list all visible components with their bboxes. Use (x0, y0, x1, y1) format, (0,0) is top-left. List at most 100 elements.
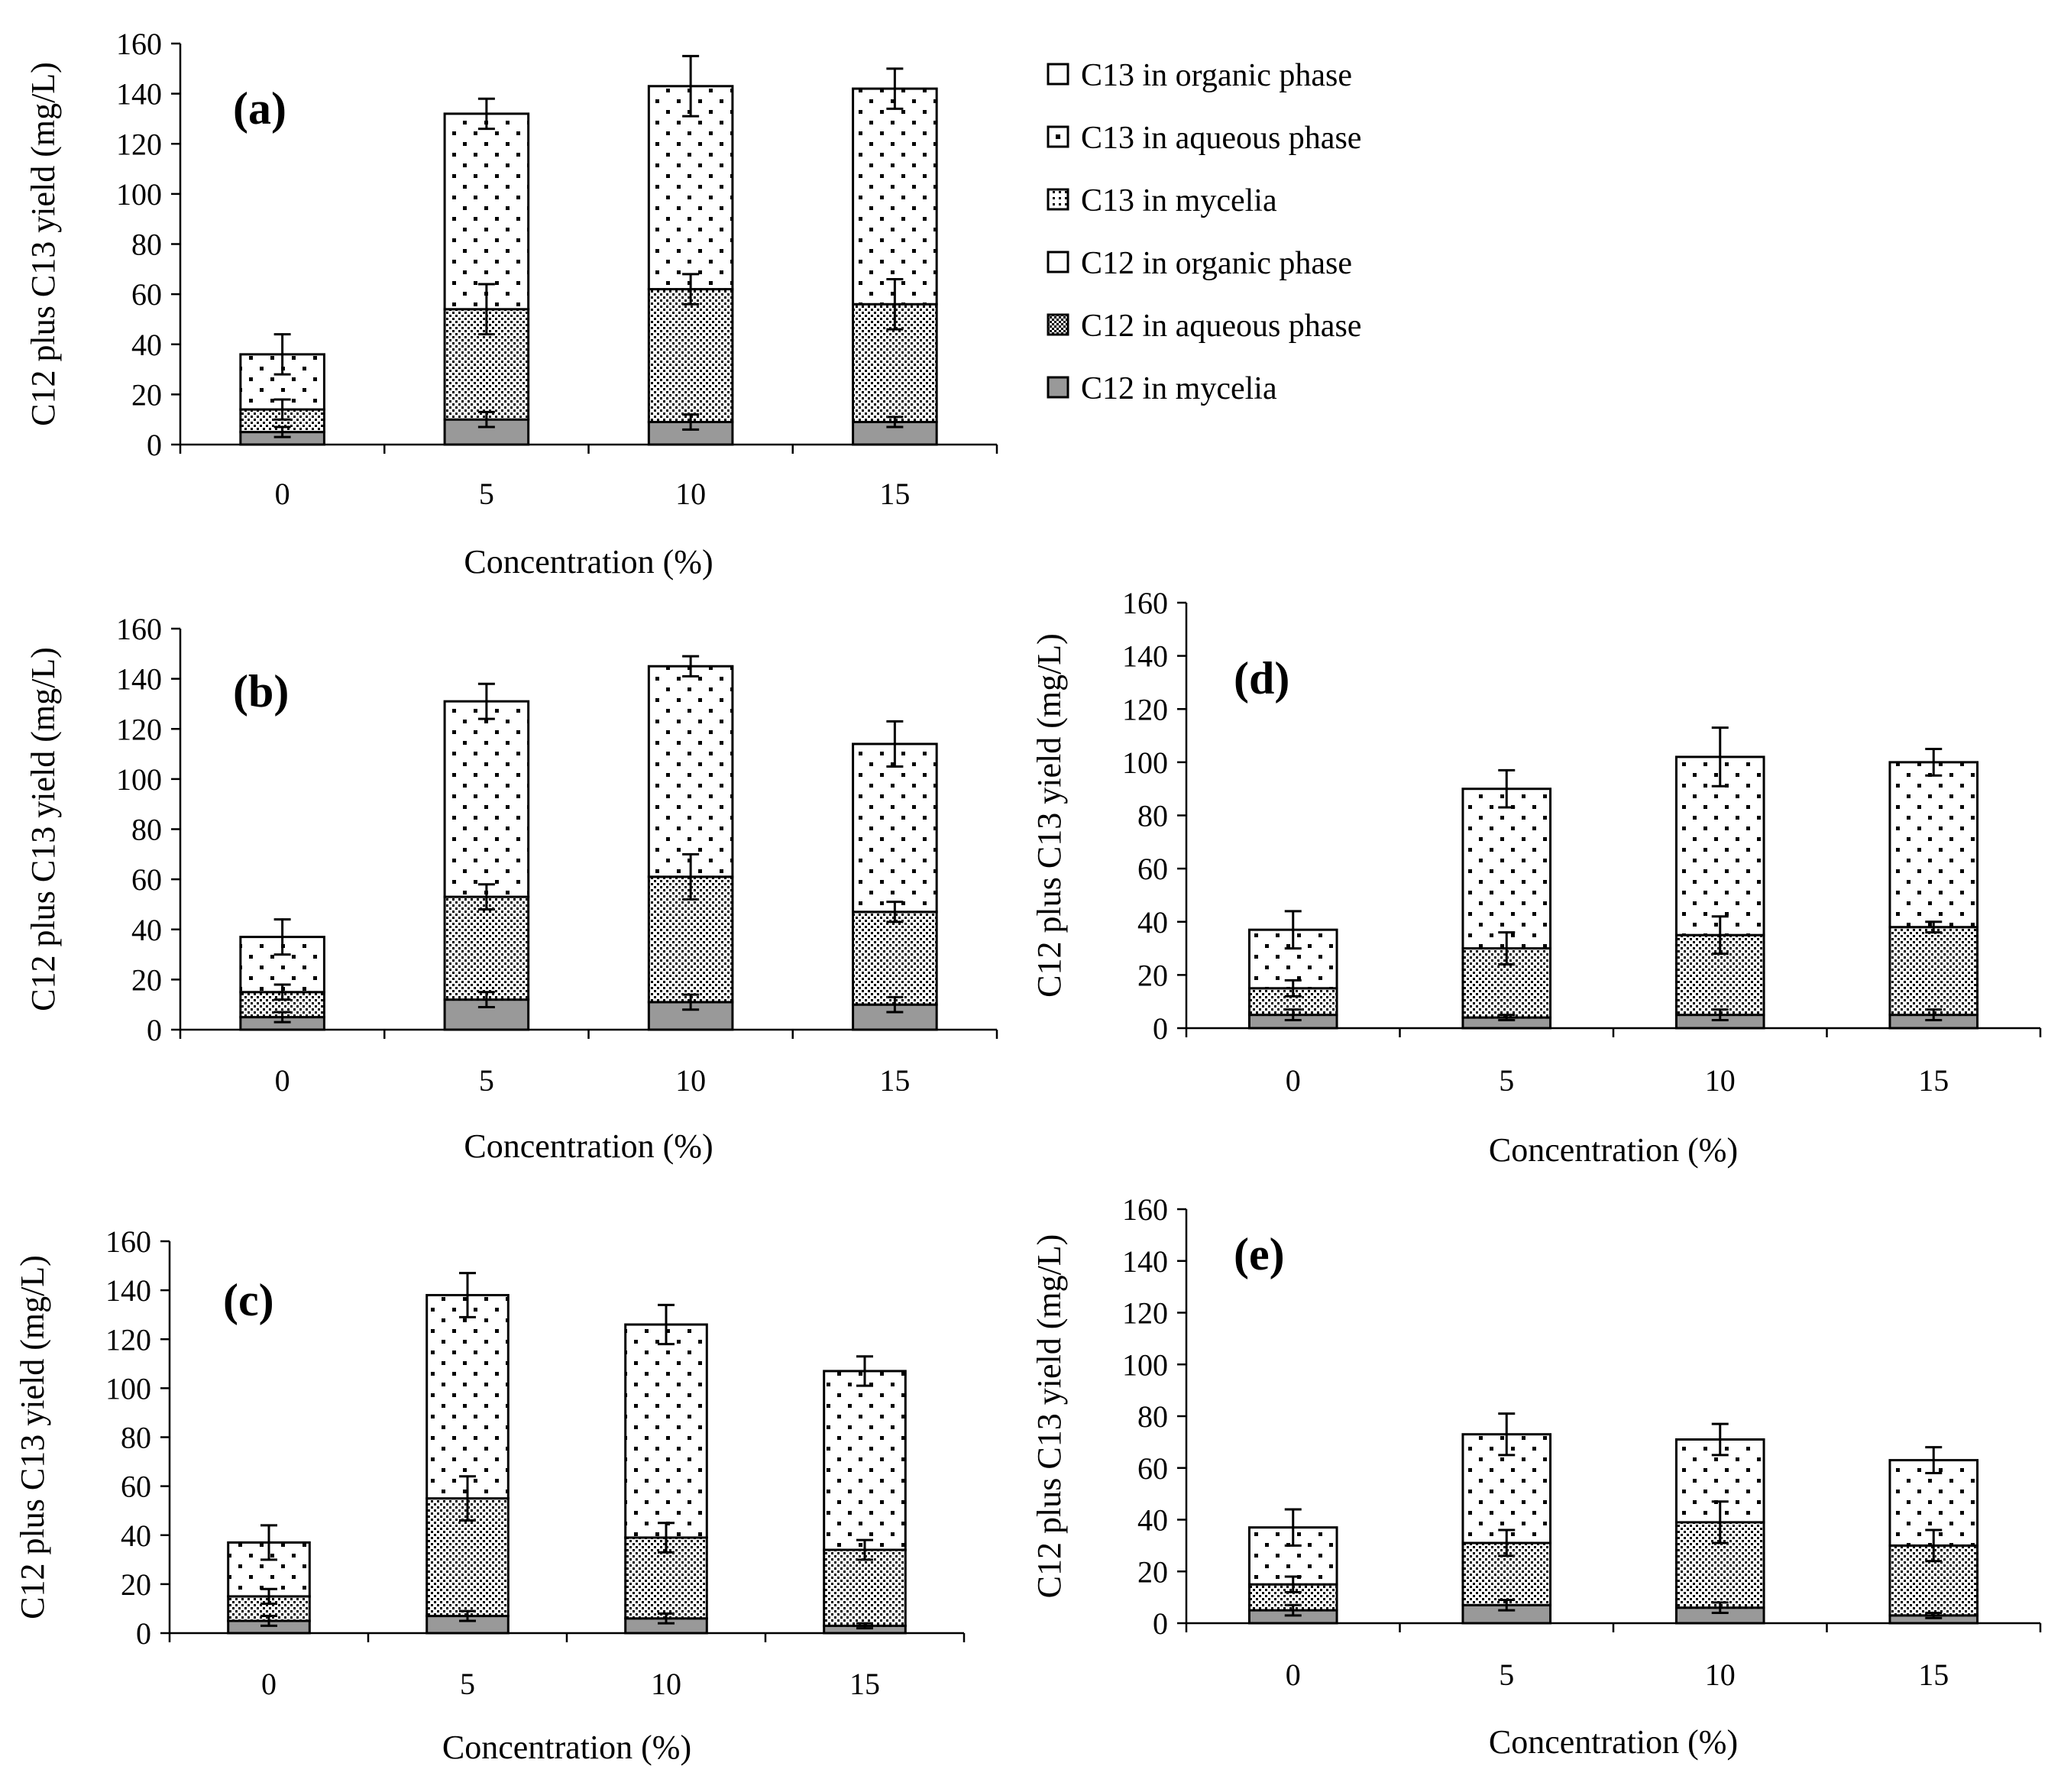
error-bar (477, 883, 495, 911)
chart-panel: 0 20 40 60 80 100 120 140 160 0 5 10 15 (c) Concentrat… (14, 1224, 966, 1766)
error-bar (1925, 747, 1943, 777)
error-bar (459, 1272, 476, 1318)
bar-segment-c13-aqueous (1461, 788, 1552, 950)
y-tick-label: 100 (1122, 1347, 1168, 1382)
error-bar (886, 416, 904, 429)
error-bar (1925, 1008, 1943, 1022)
y-tick-label: 120 (116, 127, 162, 161)
legend-item-c12-mycelia: C12 in mycelia (1047, 371, 1277, 406)
legend-item-c13-mycelia: C13 in mycelia (1047, 183, 1277, 218)
x-axis-title: Concentration (%) (464, 543, 713, 581)
y-tick-label: 20 (131, 962, 162, 997)
error-bar (856, 1355, 873, 1387)
y-axis-title: C12 plus C13 yield (mg/L) (24, 647, 62, 1011)
error-bar (459, 1609, 476, 1622)
legend-label: C12 in aqueous phase (1081, 309, 1361, 344)
error-bar (658, 1303, 675, 1346)
x-tick-label: 0 (275, 1063, 290, 1098)
bar-segment-c13-aqueous (647, 665, 734, 878)
y-tick-label: 120 (116, 712, 162, 746)
x-tick-label: 10 (675, 1063, 706, 1098)
y-tick-label: 80 (1137, 799, 1168, 833)
error-bar (1498, 1412, 1516, 1457)
x-tick-label: 10 (1705, 1063, 1736, 1098)
legend: C13 in organic phase C13 in aqueous phas… (1047, 58, 1361, 406)
y-tick-label: 80 (1137, 1399, 1168, 1434)
legend-item-c12-organic: C12 in organic phase (1047, 246, 1352, 281)
error-bar (1925, 1446, 1943, 1475)
error-bar (1925, 920, 1943, 934)
x-tick-label: 10 (1705, 1658, 1736, 1692)
error-bar (886, 277, 904, 331)
y-tick-label: 140 (105, 1273, 151, 1308)
error-bar (477, 682, 495, 720)
error-bar (273, 918, 291, 956)
x-axis-title: Concentration (%) (1489, 1723, 1738, 1761)
y-axis-title: C12 plus C13 yield (mg/L) (24, 62, 62, 426)
x-tick-label: 15 (879, 477, 910, 511)
chart-panel: 0 20 40 60 80 100 120 140 160 0 5 10 15 (b) Concentrat… (24, 612, 998, 1165)
x-tick-label: 0 (1286, 1658, 1301, 1692)
y-tick-label: 60 (131, 862, 162, 897)
error-bar (856, 1538, 873, 1561)
y-tick-label: 160 (1122, 586, 1168, 620)
error-bar (658, 1522, 675, 1554)
bar-segment-c13-aqueous (823, 1370, 907, 1551)
y-tick-label: 40 (131, 328, 162, 362)
bar-segment-c13-aqueous (624, 1323, 708, 1539)
bar-segment-c13-aqueous (1888, 761, 1979, 929)
chart-panel: 0 20 40 60 80 100 120 140 160 0 5 10 15 (e) Concentrat… (1030, 1192, 2042, 1761)
y-tick-label: 160 (116, 27, 162, 61)
legend-swatch-c13-organic (1047, 63, 1069, 86)
x-tick-label: 0 (1286, 1063, 1301, 1098)
y-tick-label: 140 (1122, 639, 1168, 674)
legend-item-c13-organic: C13 in organic phase (1047, 58, 1352, 93)
y-tick-label: 80 (131, 813, 162, 847)
error-bar (1284, 1603, 1302, 1617)
error-bar (260, 1615, 277, 1627)
y-tick-label: 60 (1137, 852, 1168, 886)
y-tick-label: 100 (1122, 746, 1168, 780)
error-bar (477, 991, 495, 1008)
x-tick-label: 5 (1499, 1063, 1514, 1098)
error-bar (1498, 768, 1516, 809)
error-bar (1284, 1008, 1302, 1022)
y-axis-title: C12 plus C13 yield (mg/L) (1030, 633, 1068, 998)
panel-label: (d) (1234, 653, 1289, 704)
bar-segment-c13-aqueous (443, 700, 530, 898)
x-tick-label: 5 (479, 1063, 494, 1098)
error-bar (273, 398, 291, 421)
error-bar (1711, 915, 1729, 956)
legend-label: C13 in organic phase (1081, 58, 1352, 93)
error-bar (459, 1475, 476, 1522)
legend-swatch-c12-aqueous (1047, 313, 1069, 336)
error-bar (658, 1612, 675, 1625)
y-tick-label: 60 (1137, 1451, 1168, 1486)
legend-swatch-c13-aqueous (1047, 125, 1069, 148)
error-bar (682, 655, 700, 678)
error-bar (886, 67, 904, 110)
x-tick-label: 15 (849, 1667, 880, 1701)
y-tick-label: 120 (1122, 1296, 1168, 1331)
y-tick-label: 0 (1153, 1011, 1168, 1046)
panel-label: (b) (233, 666, 289, 716)
y-tick-label: 20 (131, 377, 162, 412)
y-tick-label: 0 (1153, 1606, 1168, 1641)
error-bar (1711, 1422, 1729, 1457)
error-bar (886, 901, 904, 923)
y-tick-label: 40 (1137, 1503, 1168, 1538)
y-axis-title: C12 plus C13 yield (mg/L) (1030, 1234, 1068, 1599)
bar-segment-c13-aqueous (443, 112, 530, 311)
bar-segment-c12-aqueous (1888, 926, 1979, 1017)
x-axis-title: Concentration (%) (1489, 1131, 1738, 1169)
legend-label: C12 in organic phase (1081, 246, 1352, 281)
y-axis-title: C12 plus C13 yield (mg/L) (14, 1255, 51, 1619)
x-tick-label: 0 (261, 1667, 277, 1701)
y-tick-label: 100 (116, 762, 162, 797)
error-bar (273, 1011, 291, 1024)
x-axis-title: Concentration (%) (442, 1729, 691, 1766)
legend-swatch-c12-mycelia (1047, 376, 1069, 399)
x-axis-title: Concentration (%) (464, 1127, 713, 1165)
